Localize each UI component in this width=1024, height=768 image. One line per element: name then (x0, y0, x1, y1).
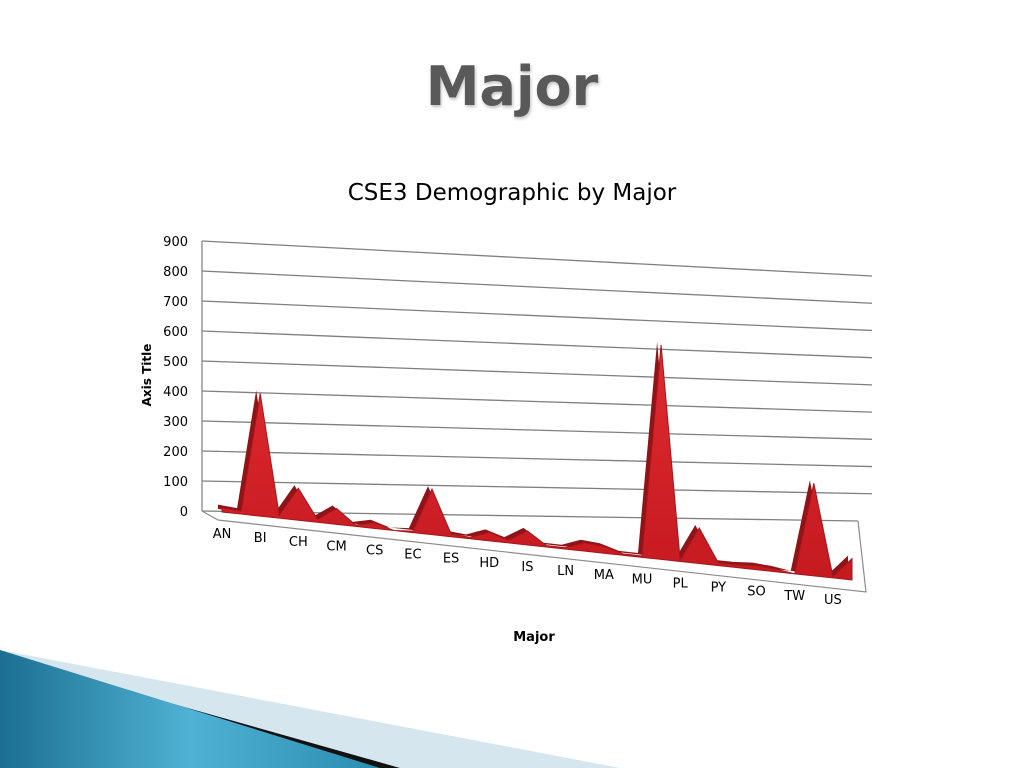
x-axis-label: Major (513, 630, 555, 645)
floor-edge (201, 510, 867, 593)
x-tick-label: LN (557, 564, 574, 579)
x-tick-label: ES (443, 552, 459, 567)
y-tick-label: 700 (163, 295, 188, 310)
gridlines (201, 240, 873, 593)
gridline (201, 420, 873, 440)
x-tick-labels: AN BI CH CM CS EC ES HD IS LN MA MU PL PY SO TW US (213, 527, 842, 608)
x-tick-label: CS (366, 543, 383, 558)
x-tick-label: PL (673, 576, 689, 591)
gridline (201, 240, 873, 277)
area-fill (221, 344, 853, 581)
y-tick-label: 200 (163, 445, 188, 460)
x-tick-label: BI (254, 531, 267, 546)
x-tick-label: SO (747, 585, 765, 600)
x-tick-label: CM (326, 539, 346, 554)
x-tick-label: AN (213, 527, 232, 542)
x-tick-label: MA (594, 568, 614, 583)
y-tick-label: 0 (180, 505, 188, 520)
gridline (201, 360, 873, 386)
x-tick-label: HD (479, 556, 499, 571)
y-tick-label: 900 (163, 235, 188, 250)
x-tick-label: US (824, 593, 842, 608)
deco-teal-band (0, 650, 380, 768)
y-tick-label: 600 (163, 325, 188, 340)
area-series (218, 341, 853, 581)
gridline (201, 450, 873, 468)
y-tick-labels: 0 100 200 300 400 500 600 700 800 900 (163, 235, 188, 520)
y-tick-label: 400 (163, 385, 188, 400)
gridline (201, 330, 873, 359)
x-tick-label: MU (632, 572, 653, 587)
x-tick-label: TW (783, 589, 805, 604)
x-tick-label: EC (404, 548, 421, 563)
x-tick-label: IS (521, 560, 533, 575)
x-tick-label: CH (289, 535, 308, 550)
gridline (201, 270, 873, 304)
y-tick-label: 300 (163, 415, 188, 430)
gridline (201, 390, 873, 413)
y-tick-label: 100 (163, 475, 188, 490)
gridline (201, 480, 873, 495)
x-tick-label: PY (711, 581, 727, 596)
slide-title: Major (425, 55, 599, 118)
gridline (201, 300, 873, 332)
chart-title: CSE3 Demographic by Major (347, 180, 677, 206)
y-tick-label: 800 (163, 265, 188, 280)
y-tick-label: 500 (163, 355, 188, 370)
